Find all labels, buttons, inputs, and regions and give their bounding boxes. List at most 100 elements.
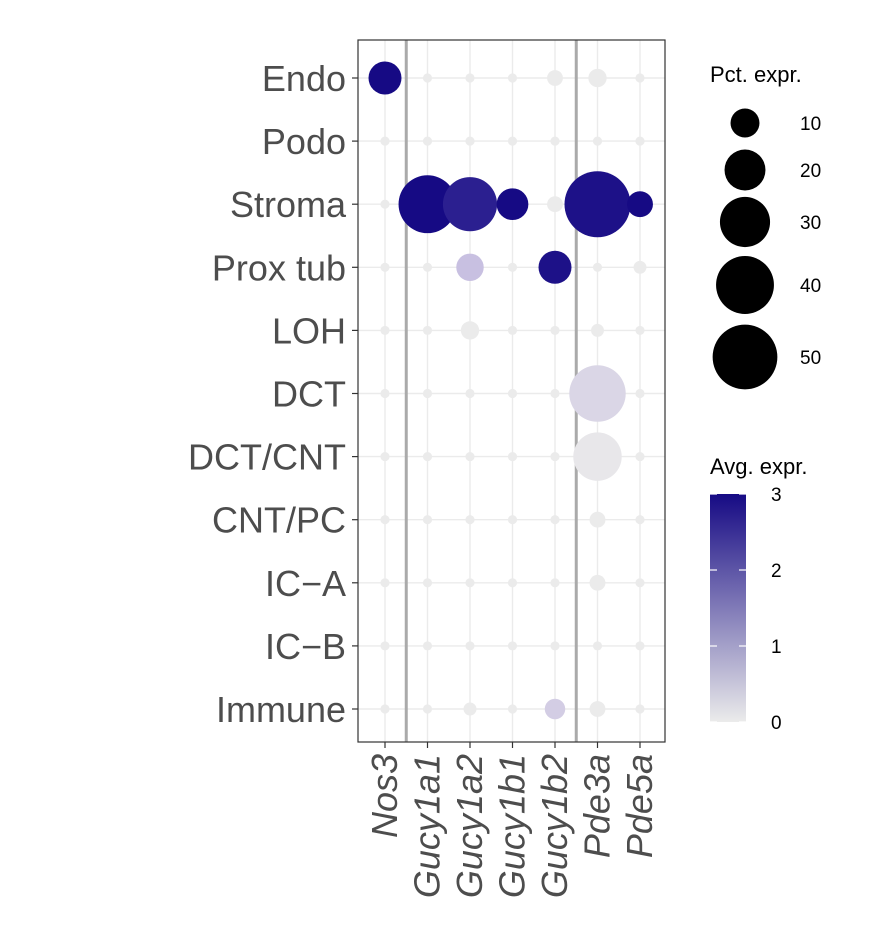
color-legend: Avg. expr. 0 1 2 3 [710,454,807,734]
size-legend-dot-30 [719,196,771,248]
dot-ic-b-gucy1b2 [550,641,560,651]
row-label-dct: DCT [272,374,346,415]
dot-stroma-pde5a [627,191,653,218]
dot-dct-pde5a [635,388,645,399]
col-label-gucy1b2: Gucy1b2 [534,754,575,898]
row-label-ic-b: IC−B [265,626,346,667]
row-label-immune: Immune [216,689,346,730]
dot-loh-nos3 [380,325,390,335]
row-label-cnt-pc: CNT/PC [212,500,346,541]
dot-prox-tub-pde5a [633,260,647,274]
dot-prox-tub-gucy1b1 [507,262,518,272]
dot-immune-gucy1a2 [463,702,477,716]
dot-cnt-pc-gucy1a2 [465,515,475,525]
dot-ic-b-pde5a [635,641,645,651]
dot-dct-cnt-nos3 [380,452,390,462]
dot-dct-gucy1b2 [550,388,560,399]
dot-endo-pde3a [588,68,607,88]
dot-endo-pde5a [635,73,645,83]
dot-endo-gucy1a1 [422,73,433,83]
col-label-gucy1a1: Gucy1a1 [407,754,448,898]
size-legend-dot-10 [730,108,760,138]
dot-podo-gucy1b1 [507,136,518,146]
color-legend-title: Avg. expr. [710,454,807,479]
dot-immune-pde3a [589,701,606,717]
dot-dct-pde3a [569,365,626,422]
dot-ic-a-gucy1b1 [507,578,518,588]
size-legend-label-20: 20 [800,161,821,182]
dot-dct-cnt-gucy1b2 [550,452,560,462]
dot-ic-a-gucy1a1 [422,578,433,588]
dot-ic-a-gucy1a2 [465,578,475,588]
dot-immune-nos3 [380,704,390,714]
dot-loh-gucy1b1 [507,325,518,335]
column-labels: Nos3 Gucy1a1 Gucy1a2 Gucy1b1 Gucy1b2 Pde3a Pde… [364,742,660,898]
dot-ic-a-pde3a [589,574,606,591]
dot-immune-gucy1a1 [422,704,433,714]
size-legend-label-30: 30 [800,213,821,234]
color-legend-label-1: 1 [771,637,782,658]
color-legend-label-2: 2 [771,561,782,582]
dot-podo-gucy1a1 [422,136,433,146]
col-label-nos3: Nos3 [364,754,405,838]
dot-dct-gucy1a1 [422,388,433,399]
row-label-dct-cnt: DCT/CNT [188,437,346,478]
dot-stroma-nos3 [380,199,390,209]
dot-podo-pde3a [592,136,603,146]
dot-loh-gucy1a2 [460,321,480,340]
dot-podo-nos3 [380,136,390,146]
dot-ic-b-gucy1a2 [465,641,475,651]
dot-cnt-pc-pde5a [635,515,645,525]
dot-dct-nos3 [380,388,390,399]
dot-ic-a-pde5a [635,578,645,588]
dot-cnt-pc-gucy1b1 [507,515,518,525]
dot-dct-gucy1b1 [507,388,518,399]
row-label-podo: Podo [262,121,346,162]
dot-prox-tub-nos3 [380,262,390,272]
dot-loh-pde5a [635,325,645,335]
dot-podo-gucy1b2 [550,136,560,146]
dot-podo-pde5a [635,136,645,146]
dot-endo-gucy1b1 [507,73,518,83]
dot-dct-cnt-gucy1a1 [422,452,433,462]
color-legend-label-3: 3 [771,485,782,506]
dot-immune-gucy1b1 [507,704,518,714]
plot-panel-border [357,39,666,743]
dots [368,61,653,720]
size-legend-items: 10 20 30 40 50 [712,108,821,390]
dot-endo-nos3 [368,61,402,95]
size-legend: Pct. expr. 10 20 30 40 50 [710,62,821,390]
dot-loh-gucy1b2 [550,325,560,335]
row-label-endo: Endo [262,58,346,99]
color-legend-ticks: 0 1 2 3 [710,485,782,734]
dot-stroma-gucy1a2 [442,177,498,232]
column-separators [404,40,578,742]
dot-stroma-gucy1b2 [547,196,563,213]
dot-endo-gucy1a2 [465,73,475,83]
dot-cnt-pc-pde3a [589,511,606,528]
dot-stroma-gucy1a1 [398,175,457,234]
dot-ic-b-nos3 [380,641,390,651]
dot-cnt-pc-nos3 [380,515,390,525]
dot-dct-cnt-pde3a [573,432,622,481]
dot-dct-gucy1a2 [465,388,475,399]
row-labels: Endo Podo Stroma Prox tub LOH DCT DCT/CNT CNT/P… [188,58,358,730]
dot-prox-tub-gucy1a2 [456,253,484,282]
dot-cnt-pc-gucy1a1 [422,515,433,525]
dot-stroma-gucy1b1 [496,188,529,221]
size-legend-dot-50 [712,324,778,390]
dot-ic-b-gucy1a1 [422,641,433,651]
size-legend-title: Pct. expr. [710,62,802,87]
color-legend-bar [710,494,746,722]
dot-loh-gucy1a1 [422,325,433,335]
dot-ic-b-pde3a [592,641,603,651]
dot-dct-cnt-pde5a [635,452,645,462]
dot-prox-tub-gucy1a1 [422,262,433,272]
size-legend-dot-40 [716,256,774,314]
col-label-pde3a: Pde3a [577,754,618,858]
dot-stroma-pde3a [564,171,631,238]
dot-loh-pde3a [591,323,604,337]
dot-endo-gucy1b2 [547,70,563,86]
col-label-pde5a: Pde5a [619,754,660,858]
